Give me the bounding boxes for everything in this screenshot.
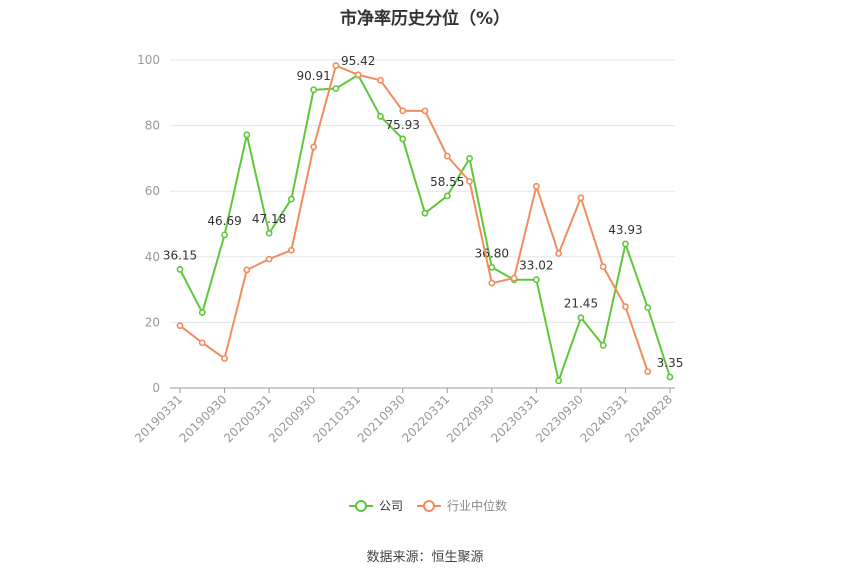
series-1-point: [622, 303, 629, 311]
legend-label-1: 行业中位数: [447, 498, 507, 513]
series-1-point: [310, 143, 318, 151]
series-0-point: [599, 341, 607, 349]
y-tick-label: 100: [137, 53, 160, 67]
data-label: 21.45: [564, 297, 598, 311]
series-0-point: [466, 154, 473, 162]
series-1-point: [421, 107, 429, 115]
data-label: 43.93: [608, 223, 642, 237]
y-tick-label: 0: [152, 381, 160, 395]
series-1-point: [332, 62, 340, 69]
data-label: 3.35: [657, 356, 684, 370]
y-tick-label: 80: [145, 119, 160, 133]
data-label: 36.80: [475, 246, 509, 260]
series-0-point: [265, 229, 273, 237]
data-label: 33.02: [519, 259, 553, 273]
series-0-point: [287, 195, 295, 203]
series-0-point: [555, 377, 563, 385]
data-label: 47.18: [252, 212, 286, 226]
series-1-point: [532, 182, 540, 190]
series-0-point: [532, 276, 540, 284]
series-1-point: [265, 255, 273, 263]
series-1-point: [243, 266, 251, 274]
data-label: 95.42: [341, 54, 375, 68]
series-0-point: [443, 192, 451, 200]
series-0-point: [666, 373, 674, 381]
series-0-point: [488, 263, 496, 271]
y-tick-label: 40: [145, 250, 160, 264]
y-tick-label: 20: [145, 315, 160, 329]
series-1-point: [377, 76, 384, 84]
series-0-point: [399, 135, 407, 143]
series-0-point: [198, 309, 206, 316]
series-1-point: [443, 152, 451, 160]
series-line-0: [179, 73, 671, 385]
series-1-point: [510, 274, 518, 282]
series-1-point: [488, 279, 496, 287]
series-0-point: [622, 240, 629, 248]
series-0-point: [332, 85, 340, 92]
series-1-point: [354, 71, 362, 79]
series-0-point: [421, 209, 429, 217]
data-source: 数据来源：恒生聚源: [366, 550, 484, 565]
chart-title: 市净率历史分位（%）: [339, 9, 511, 29]
series-1-point: [644, 368, 652, 375]
series-0-point: [577, 314, 585, 322]
series-1-point: [221, 355, 228, 362]
x-tick-label: 20240828: [622, 392, 675, 445]
data-label: 46.69: [207, 214, 241, 228]
series-1-point: [466, 177, 473, 185]
series-1-point: [176, 322, 184, 330]
series-0-point: [243, 131, 251, 139]
series-0-point: [310, 86, 318, 94]
series-1-point: [577, 194, 585, 202]
legend-marker-1: [423, 500, 435, 512]
data-label: 36.15: [163, 248, 197, 262]
series-0-point: [644, 304, 652, 312]
series-0-point: [377, 113, 384, 120]
y-tick-label: 60: [145, 184, 160, 198]
series-0-point: [221, 231, 228, 239]
series-0-point: [176, 266, 184, 273]
series-1-point: [399, 107, 407, 115]
series-1-point: [198, 339, 206, 347]
legend-label-0: 公司: [379, 499, 403, 513]
series-line-1: [179, 64, 649, 372]
series-1-point: [555, 250, 563, 257]
series-1-point: [287, 246, 295, 254]
legend-marker-0: [355, 500, 367, 512]
data-label: 90.91: [296, 69, 330, 83]
data-label: 58.55: [430, 175, 464, 189]
data-label: 75.93: [386, 118, 420, 132]
series-1-point: [599, 263, 607, 271]
